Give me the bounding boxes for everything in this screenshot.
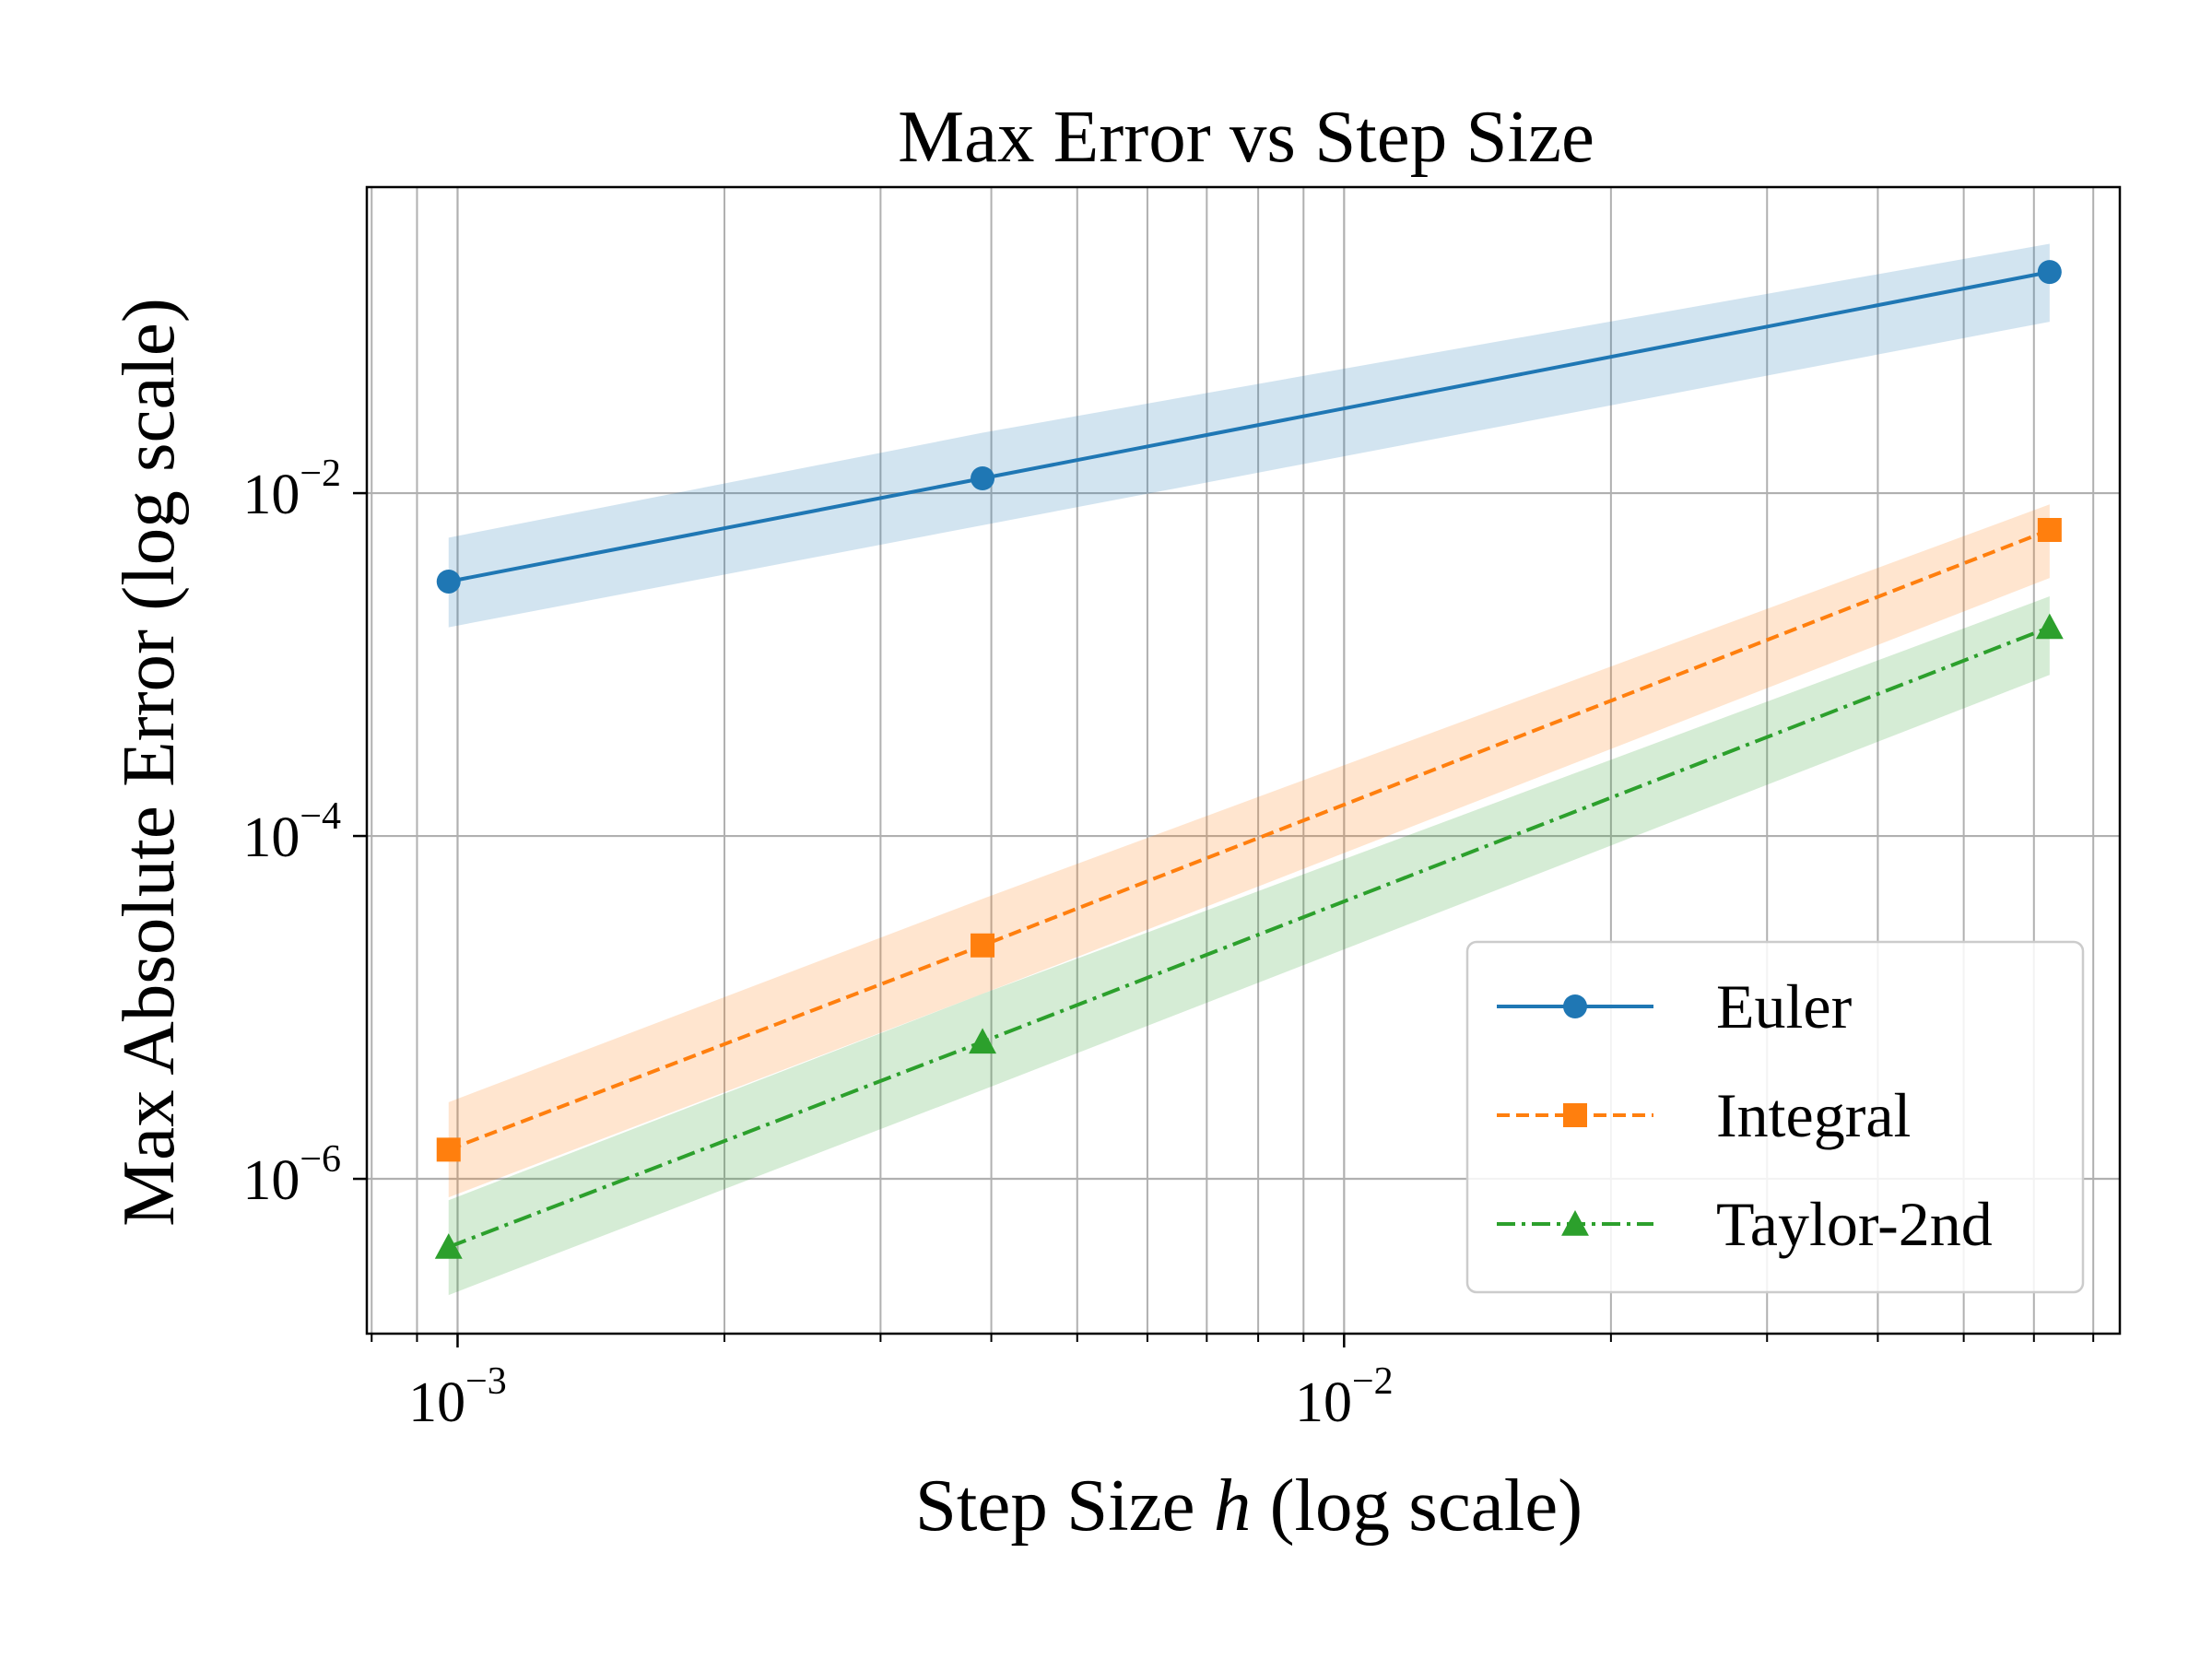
chart-title: Max Error vs Step Size xyxy=(898,95,1594,178)
axis-ticks: 10−3 10−2 10−2 10−4 10−6 xyxy=(242,453,2095,1434)
euler-band xyxy=(448,243,2050,628)
x-axis-label: Step Size h (log scale) xyxy=(915,1464,1583,1547)
legend-integral-marker xyxy=(1563,1103,1587,1127)
y-tick-label: 10−2 xyxy=(242,453,341,526)
taylor-2nd-point xyxy=(434,1233,463,1259)
taylor-2nd-point xyxy=(2035,613,2064,640)
x-axis-label-variable: h xyxy=(1214,1464,1252,1547)
legend-taylor-2nd-marker xyxy=(1561,1210,1589,1236)
integral-point xyxy=(2037,517,2062,542)
x-axis-label-prefix: Step Size xyxy=(915,1464,1214,1547)
series-markers xyxy=(434,260,2064,1259)
taylor-2nd-point xyxy=(969,1028,997,1054)
taylor-2nd-band xyxy=(448,596,2050,1296)
euler-point xyxy=(2037,260,2062,285)
y-tick-label: 10−6 xyxy=(242,1138,341,1212)
integral-band xyxy=(448,504,2050,1198)
x-tick-label: 10−3 xyxy=(408,1360,507,1434)
legend-box xyxy=(1465,940,2085,1294)
plot-area: 10−3 10−2 10−2 10−4 10−6 xyxy=(242,185,2122,1434)
legend-taylor-2nd-label: Taylor-2nd xyxy=(1716,1189,1993,1259)
integral-point xyxy=(436,1137,461,1162)
legend-euler-label: Euler xyxy=(1716,971,1853,1041)
x-axis-label-suffix: (log scale) xyxy=(1251,1464,1583,1547)
confidence-bands xyxy=(448,243,2050,1296)
legend: Euler Integral Taylor-2nd xyxy=(1465,940,2085,1294)
euler-point xyxy=(436,569,461,594)
y-axis-label: Max Absolute Error (log scale) xyxy=(107,298,190,1227)
y-tick-label: 10−4 xyxy=(242,795,341,869)
legend-euler-marker xyxy=(1563,994,1587,1018)
axes-frame xyxy=(365,185,2122,1335)
legend-integral-label: Integral xyxy=(1716,1080,1911,1150)
integral-point xyxy=(971,933,995,958)
euler-line xyxy=(448,270,2051,583)
euler-point xyxy=(971,465,995,490)
x-tick-label: 10−2 xyxy=(1295,1360,1394,1434)
